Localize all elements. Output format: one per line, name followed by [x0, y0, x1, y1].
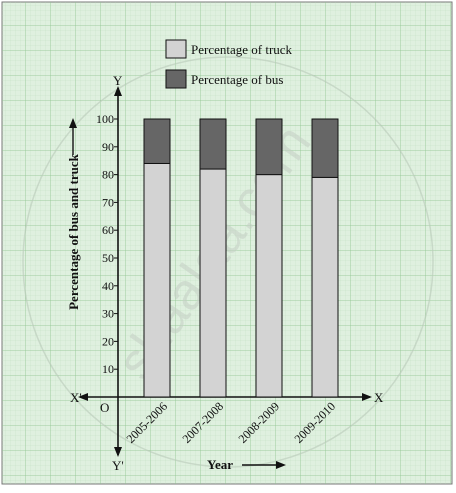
y-axis-letter: Y [113, 73, 123, 88]
y-axis-arrow-down [114, 447, 122, 457]
y-tick-label: 80 [102, 168, 114, 182]
legend-label-bus: Percentage of bus [191, 72, 283, 87]
y-tick-label: 60 [102, 223, 114, 237]
bar-bus-2005-2006 [143, 118, 171, 164]
y-axis-arrow-up [114, 86, 122, 96]
origin-label: O [100, 400, 109, 415]
legend-swatch-truck [165, 39, 187, 59]
legend-label-truck: Percentage of truck [191, 42, 293, 57]
y-tick-label: 90 [102, 140, 114, 154]
x-axis-letter: X [374, 390, 384, 405]
bar-bus-2008-2009 [255, 118, 283, 176]
bar-bus-2007-2008 [199, 118, 227, 170]
x-axis-title: Year [207, 457, 233, 472]
y-tick-labels: 10 20 30 40 50 60 70 80 90 100 [96, 112, 118, 376]
bar-truck-2005-2006 [143, 162, 171, 398]
y-axis-title: Percentage of bus and truck [66, 153, 81, 310]
y-title-arrow-head [69, 118, 77, 128]
watermark-circle [22, 56, 434, 468]
bar-truck-2009-2010 [311, 176, 339, 398]
bars [143, 118, 339, 398]
x-axis-arrow-left [78, 393, 88, 401]
y-neg-axis-letter: Y' [112, 458, 124, 473]
x-axis-arrow-right [362, 393, 372, 401]
y-tick-label: 70 [102, 195, 114, 209]
x-neg-axis-letter: X' [70, 390, 82, 405]
bar-truck-2007-2008 [199, 168, 227, 398]
y-tick-label: 10 [102, 362, 114, 376]
bar-bus-2009-2010 [311, 118, 339, 178]
y-tick-label: 30 [102, 307, 114, 321]
y-tick-label: 50 [102, 251, 114, 265]
y-tick-label: 40 [102, 279, 114, 293]
legend: Percentage of truck Percentage of bus [165, 39, 293, 89]
axis-titles: Percentage of bus and truck Year [66, 118, 286, 472]
legend-swatch-bus [165, 69, 187, 89]
y-tick-label: 100 [96, 112, 114, 126]
bar-truck-2008-2009 [255, 174, 283, 398]
x-title-arrow-head [276, 461, 286, 469]
y-tick-label: 20 [102, 334, 114, 348]
